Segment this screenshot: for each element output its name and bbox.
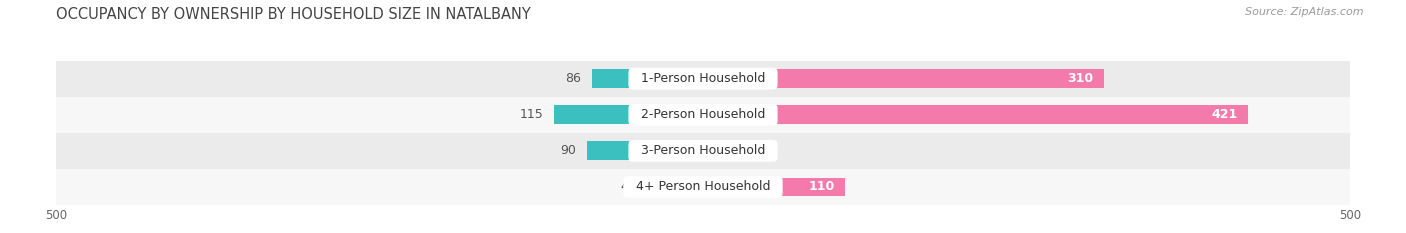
Text: 21: 21 <box>741 144 756 157</box>
Text: 1-Person Household: 1-Person Household <box>633 72 773 85</box>
Text: 3-Person Household: 3-Person Household <box>633 144 773 157</box>
Bar <box>56 133 1350 169</box>
Text: 44: 44 <box>620 181 636 193</box>
Text: 86: 86 <box>565 72 582 85</box>
Text: OCCUPANCY BY OWNERSHIP BY HOUSEHOLD SIZE IN NATALBANY: OCCUPANCY BY OWNERSHIP BY HOUSEHOLD SIZE… <box>56 7 531 22</box>
Bar <box>56 169 1350 205</box>
Text: 4+ Person Household: 4+ Person Household <box>627 181 779 193</box>
Bar <box>586 141 703 160</box>
Bar <box>703 69 1104 88</box>
Text: Source: ZipAtlas.com: Source: ZipAtlas.com <box>1246 7 1364 17</box>
Bar <box>592 69 703 88</box>
Bar <box>703 141 730 160</box>
Text: 110: 110 <box>808 181 835 193</box>
Bar <box>647 178 703 196</box>
Text: 115: 115 <box>520 108 544 121</box>
Text: 310: 310 <box>1067 72 1094 85</box>
Bar <box>703 105 1247 124</box>
Text: 2-Person Household: 2-Person Household <box>633 108 773 121</box>
Bar <box>703 178 845 196</box>
Bar <box>56 61 1350 97</box>
Bar <box>56 97 1350 133</box>
Text: 421: 421 <box>1211 108 1237 121</box>
Bar <box>554 105 703 124</box>
Text: 90: 90 <box>561 144 576 157</box>
